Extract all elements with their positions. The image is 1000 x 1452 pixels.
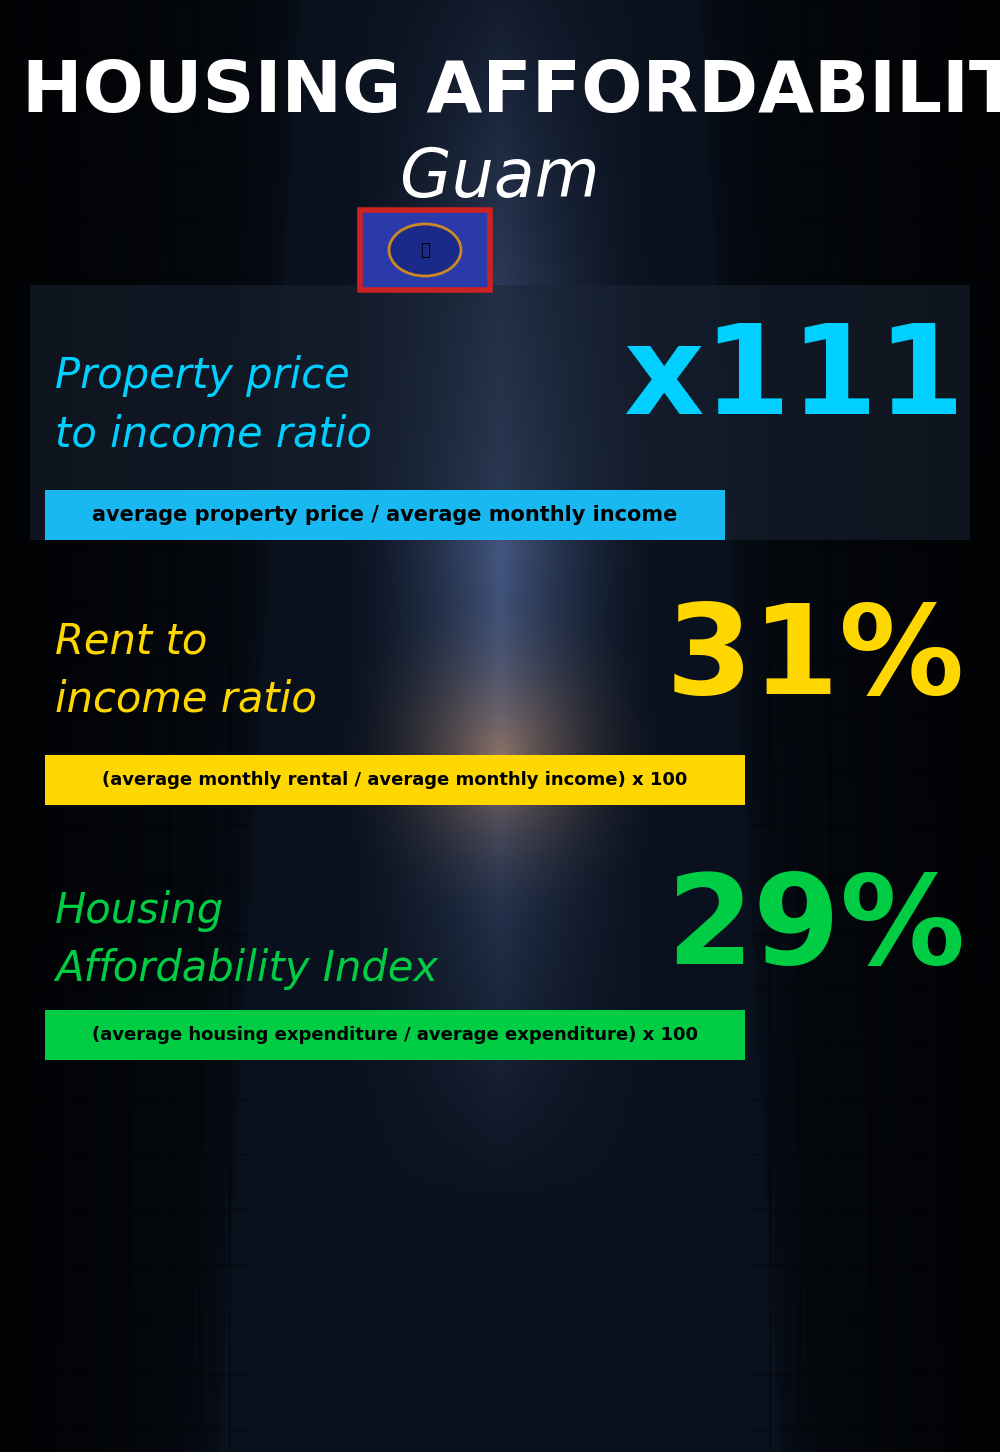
Text: 🌴: 🌴 (420, 241, 430, 258)
Bar (45, 755, 745, 804)
Text: Housing
Affordability Index: Housing Affordability Index (55, 890, 438, 990)
Text: Property price
to income ratio: Property price to income ratio (55, 354, 372, 456)
Text: Rent to
income ratio: Rent to income ratio (55, 620, 317, 720)
Text: HOUSING AFFORDABILITY: HOUSING AFFORDABILITY (22, 58, 1000, 126)
Text: 31%: 31% (666, 600, 965, 720)
Text: x111: x111 (623, 319, 965, 440)
Text: 29%: 29% (666, 870, 965, 990)
Ellipse shape (389, 224, 461, 276)
Text: (average housing expenditure / average expenditure) x 100: (average housing expenditure / average e… (92, 1027, 698, 1044)
Bar (30, 285, 970, 540)
Text: average property price / average monthly income: average property price / average monthly… (92, 505, 678, 526)
Bar (45, 489, 725, 540)
Text: (average monthly rental / average monthly income) x 100: (average monthly rental / average monthl… (102, 771, 688, 788)
Text: Guam: Guam (400, 145, 600, 211)
Bar (360, 211, 490, 290)
Bar (45, 1011, 745, 1060)
